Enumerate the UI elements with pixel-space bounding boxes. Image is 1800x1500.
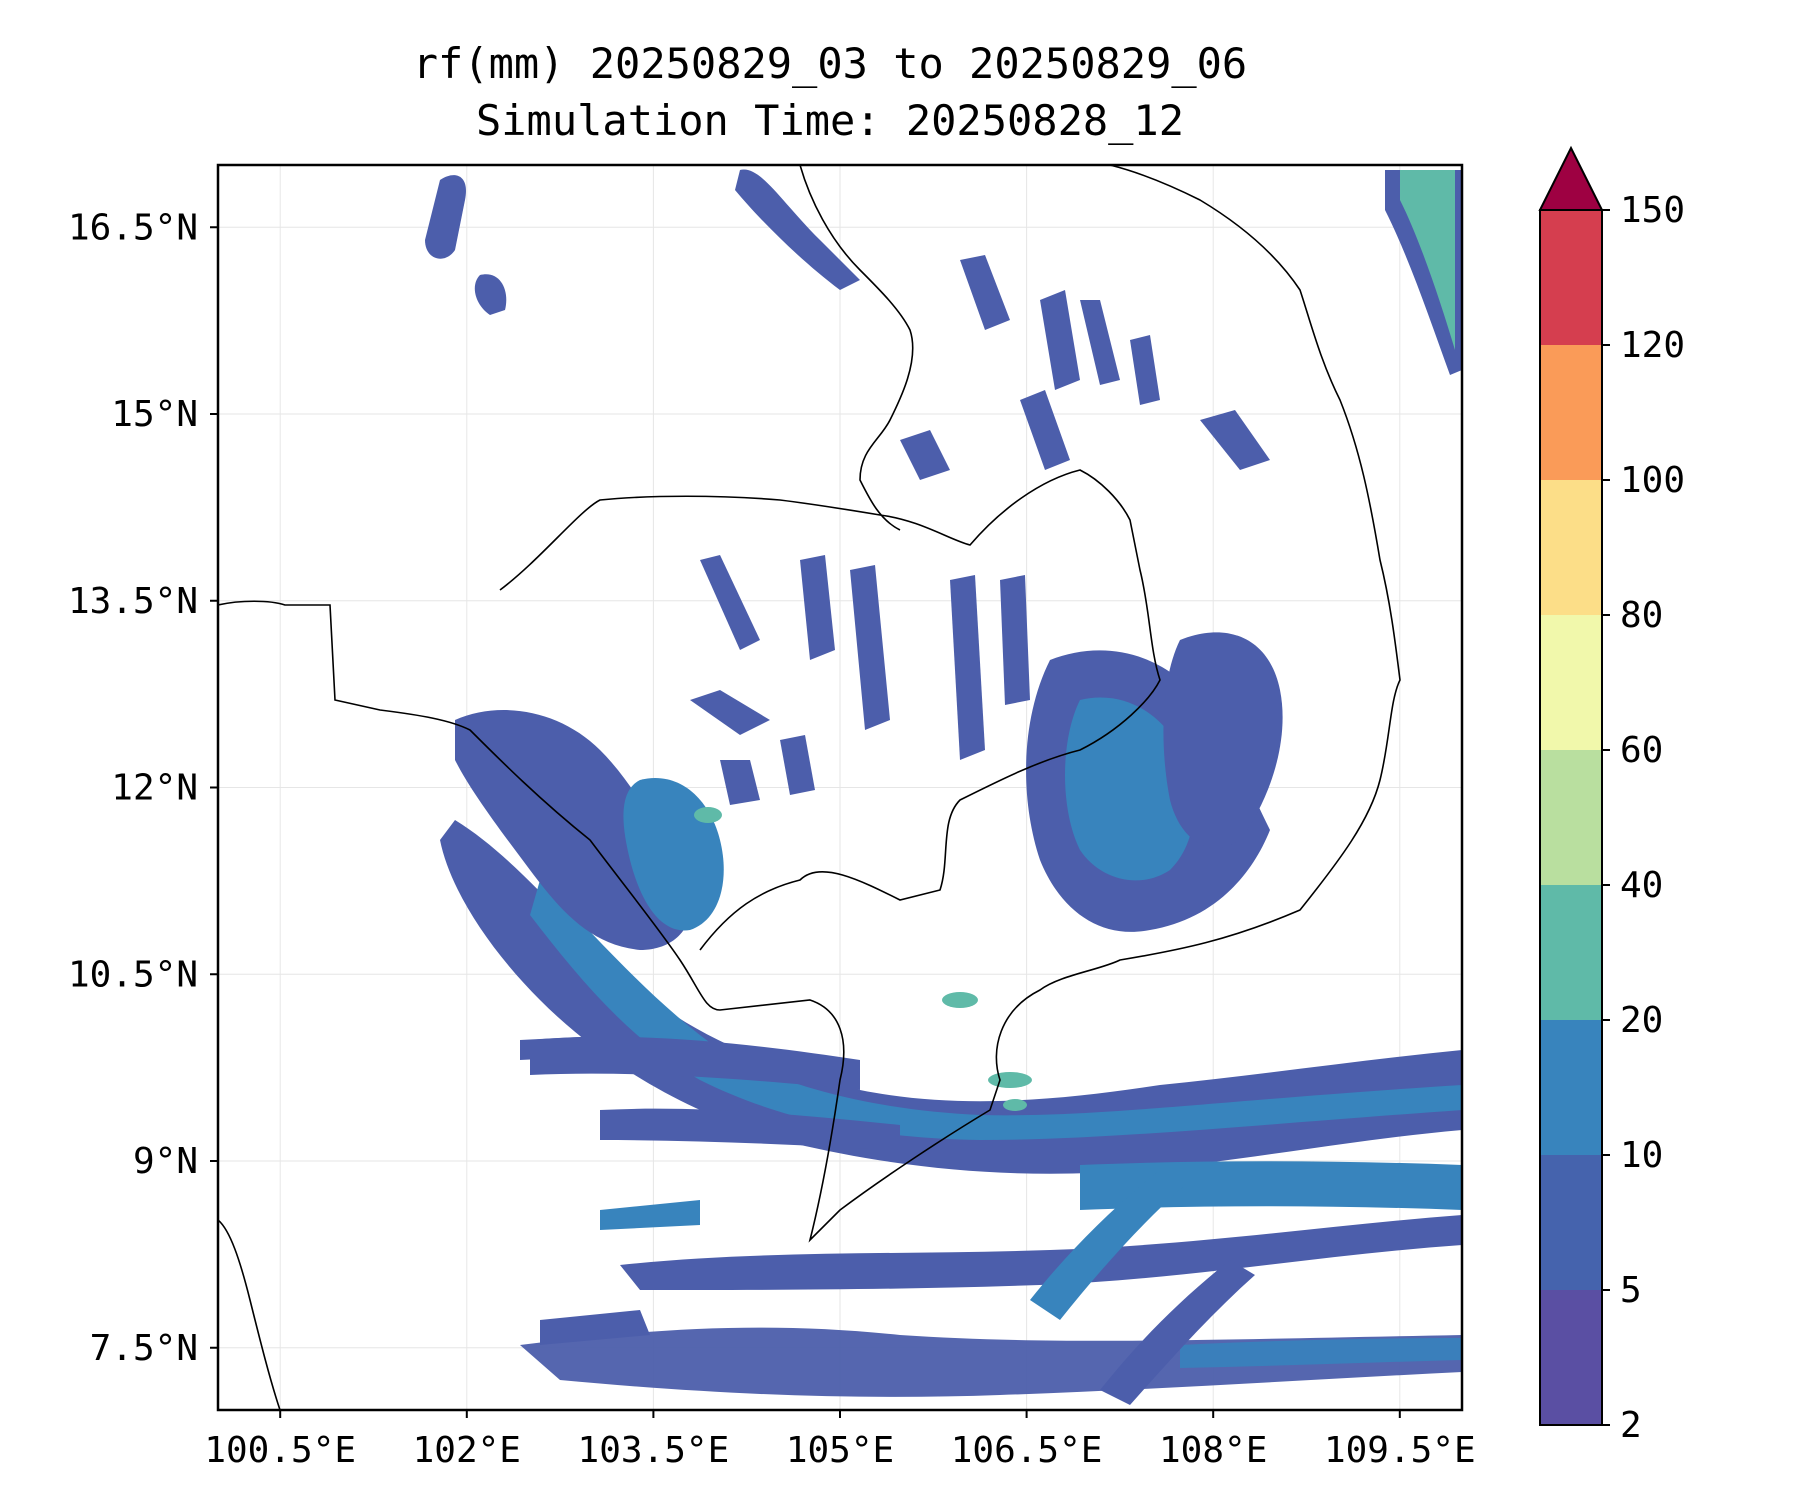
rain-streak-n-9: [900, 430, 950, 480]
rain-streak-n-2: [735, 169, 860, 290]
lon-tick-label-0: 100.5°E: [204, 1430, 356, 1471]
colorbar-label-8: 120: [1620, 325, 1685, 366]
colorbar-label-0: 2: [1620, 1405, 1642, 1446]
colorbar-label-6: 80: [1620, 595, 1663, 636]
lat-tick-label-3: 12°N: [111, 768, 198, 809]
rain-streak-cb-7: [720, 760, 760, 805]
rain-streak-n-3: [960, 255, 1010, 330]
lat-tick-label-6: 16.5°N: [68, 207, 198, 248]
border-north: [799, 165, 914, 531]
colorbar-label-2: 10: [1620, 1135, 1663, 1176]
border-thailand: [218, 1219, 281, 1410]
rain-streak-n-5: [1080, 300, 1120, 385]
lon-tick-label-5: 108°E: [1159, 1430, 1267, 1471]
coastlines: [218, 165, 1401, 1410]
rain-streak-n-1: [425, 175, 466, 259]
colorbar-segment-6: [1540, 480, 1602, 615]
colorbar-segment-8: [1540, 210, 1602, 345]
rain-streak-cb-1: [700, 555, 760, 650]
colorbar-label-5: 60: [1620, 730, 1663, 771]
lat-tick-group: 7.5°N 9°N 10.5°N 12°N 13.5°N 15°N 16.5°N: [68, 207, 218, 1369]
rain-cell-green-gulf: [694, 807, 722, 823]
rain-band-9n-east: [1080, 1161, 1462, 1210]
rain-streak-cb-3: [850, 565, 890, 730]
rain-streak-se-2: [1100, 1260, 1255, 1405]
lat-tick-label-0: 7.5°N: [90, 1328, 198, 1369]
lat-tick-label-2: 10.5°N: [68, 954, 198, 995]
colorbar-segment-2: [1540, 1020, 1602, 1155]
lon-tick-label-2: 103.5°E: [578, 1430, 730, 1471]
lat-tick-label-5: 15°N: [111, 394, 198, 435]
rain-streak-cb-4: [950, 575, 985, 760]
colorbar-label-3: 20: [1620, 1000, 1663, 1041]
rain-streak-n-6: [1130, 335, 1160, 405]
rain-streak-n-4: [1040, 290, 1080, 390]
colorbar-segment-0: [1540, 1290, 1602, 1425]
lon-tick-group: 100.5°E 102°E 103.5°E 105°E 106.5°E 108°E 109.…: [204, 1410, 1476, 1471]
rain-band-west-9n-b: [600, 1108, 900, 1150]
lon-tick-label-6: 109.5°E: [1324, 1430, 1476, 1471]
rain-streak-n-10: [474, 274, 507, 315]
rain-streak-cb-5: [1000, 575, 1030, 705]
rain-streak-se-1: [1030, 1170, 1185, 1320]
colorbar-label-7: 100: [1620, 460, 1685, 501]
lon-tick-label-4: 106.5°E: [951, 1430, 1103, 1471]
rain-streak-n-8: [1200, 410, 1270, 470]
colorbar-segment-4: [1540, 750, 1602, 885]
colorbar-extend-max: [1538, 145, 1604, 211]
rain-streak-ne-core: [1400, 170, 1455, 350]
rain-cluster-east-core: [1065, 697, 1194, 881]
rain-cell-green-delta3: [1003, 1099, 1027, 1111]
lon-tick-label-1: 102°E: [413, 1430, 521, 1471]
rainfall-field: [425, 169, 1462, 1405]
rain-band-8n: [620, 1215, 1462, 1290]
rain-streak-sw-3: [540, 1310, 650, 1345]
rain-cell-green-delta2: [988, 1072, 1032, 1088]
rain-cell-green-delta1: [942, 992, 978, 1008]
colorbar-segment-7: [1540, 345, 1602, 480]
colorbar-segment-1: [1540, 1155, 1602, 1290]
lon-tick-label-3: 105°E: [786, 1430, 894, 1471]
rain-streak-cb-8: [780, 735, 815, 795]
rain-band-diagonal: [440, 820, 1462, 1174]
colorbar-label-1: 5: [1620, 1270, 1642, 1311]
lat-tick-label-4: 13.5°N: [68, 581, 198, 622]
coastline-gulf-of-thailand: [218, 165, 1401, 1243]
rain-cluster-gulf: [455, 710, 693, 950]
rain-streak-cb-6: [690, 690, 770, 735]
rain-cluster-vn-coast: [1163, 632, 1283, 848]
colorbar-label-4: 40: [1620, 865, 1663, 906]
rain-streak-cb-2: [800, 555, 835, 660]
lat-tick-label-1: 9°N: [133, 1141, 198, 1182]
rain-streak-n-7: [1020, 390, 1070, 470]
rain-band-south2: [1180, 1338, 1462, 1368]
map-title-line1: rf(mm) 20250829_03 to 20250829_06: [412, 39, 1248, 88]
map-title-line2: Simulation Time: 20250828_12: [475, 96, 1184, 145]
rain-streak-sw-1: [520, 1035, 620, 1060]
colorbar-frame: [1539, 209, 1603, 1426]
rain-streak-sw-2: [600, 1200, 700, 1230]
border-laos-cambodia: [499, 469, 1161, 951]
colorbar: 2 5 10 20 40 60 80 100 120 150: [1538, 145, 1685, 1446]
colorbar-label-9: 150: [1620, 190, 1685, 231]
colorbar-segment-3: [1540, 885, 1602, 1020]
colorbar-segment-5: [1540, 615, 1602, 750]
